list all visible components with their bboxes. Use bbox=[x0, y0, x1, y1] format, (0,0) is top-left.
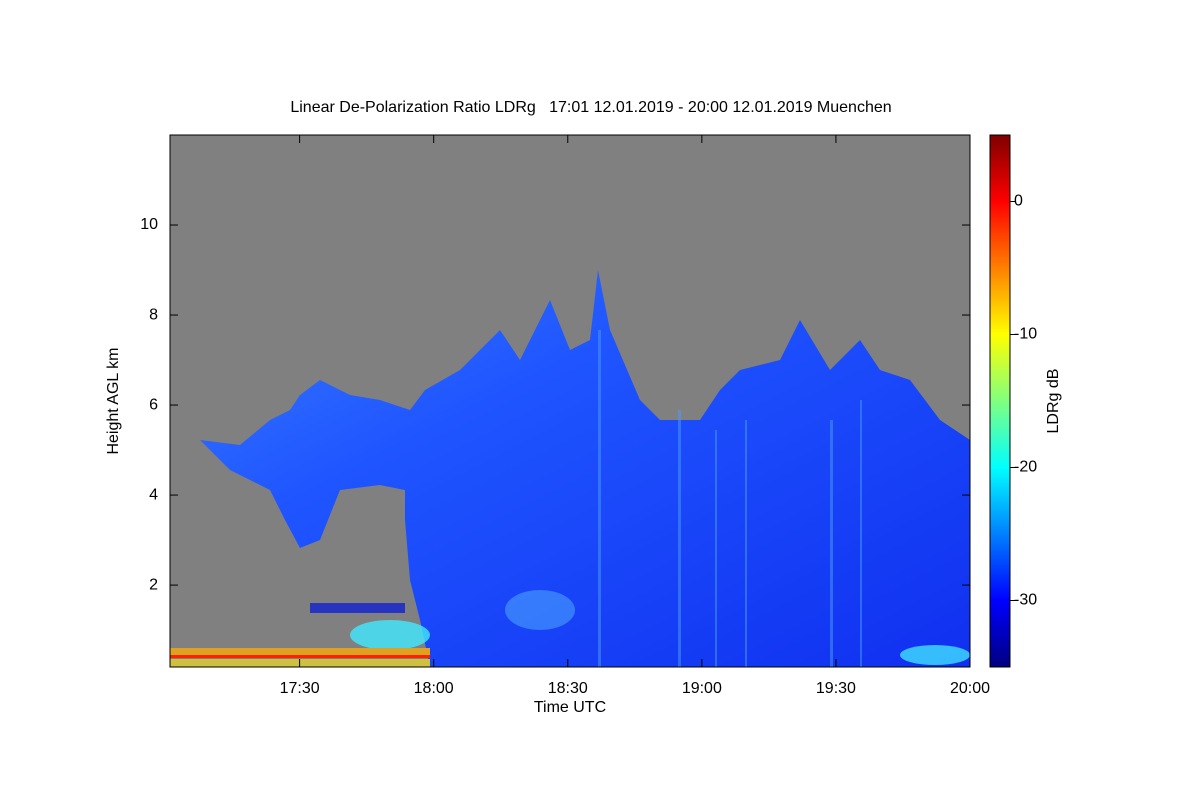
y-axis-label: Height AGL km bbox=[105, 347, 122, 454]
y-tick-label: 4 bbox=[149, 486, 158, 503]
x-tick-label: 20:00 bbox=[950, 680, 990, 697]
colorbar-tick-label: -20 bbox=[1014, 459, 1037, 476]
y-tick-label: 2 bbox=[149, 576, 158, 593]
colorbar-tick-label: -30 bbox=[1014, 592, 1037, 609]
x-axis-label: Time UTC bbox=[534, 699, 606, 716]
colorbar bbox=[989, 134, 1011, 668]
x-tick-label: 19:30 bbox=[816, 680, 856, 697]
x-tick-label: 18:30 bbox=[548, 680, 588, 697]
colorbar-tick-label: -10 bbox=[1014, 326, 1037, 343]
x-tick-label: 19:00 bbox=[682, 680, 722, 697]
x-tick-label: 18:00 bbox=[414, 680, 454, 697]
chart-title: Linear De-Polarization Ratio LDRg 17:01 … bbox=[290, 99, 891, 116]
colorbar-tick-label: 0 bbox=[1014, 193, 1023, 210]
x-tick-label: 17:30 bbox=[280, 680, 320, 697]
y-tick-label: 10 bbox=[140, 216, 158, 233]
y-tick-label: 8 bbox=[149, 306, 158, 323]
colorbar-label: LDRg dB bbox=[1045, 369, 1062, 434]
y-tick-label: 6 bbox=[149, 396, 158, 413]
plot-frame bbox=[169, 134, 971, 668]
